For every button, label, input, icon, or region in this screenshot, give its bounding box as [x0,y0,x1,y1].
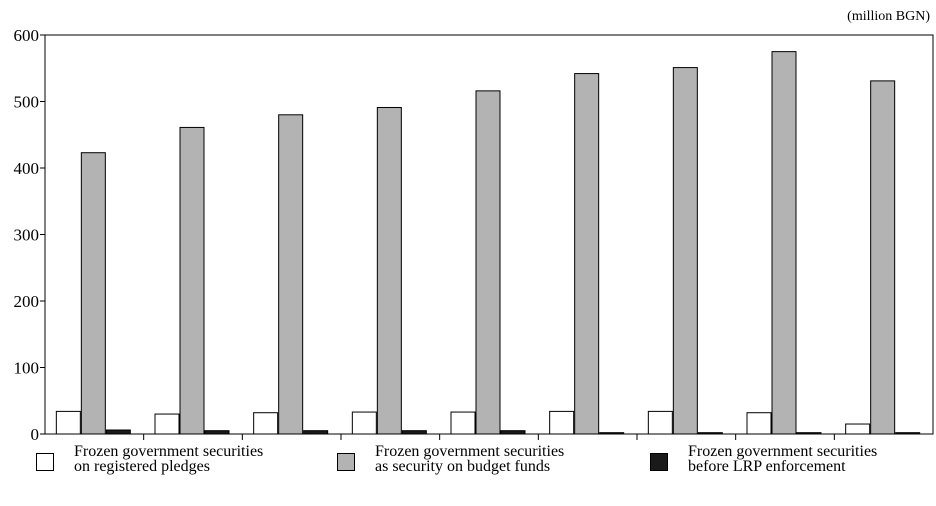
x-tick-label: 30.VI.2001 [660,443,713,444]
y-axis: 0 100 200 300 400 500 600 [14,26,45,444]
bar-series-1-0 [80,152,106,435]
legend-label-registered-pledges-line2: on registered pledges [74,458,210,475]
bar-series-0-7 [746,412,772,435]
bar-series-2-3 [401,430,427,435]
bar-series-2-8 [895,432,921,435]
bar-series-0-8 [845,423,871,435]
bar-series-2-1 [204,430,230,435]
legend-label-lrp-enforcement-line2: before LRP enforcement [688,458,846,475]
x-tick-label: 31.VII.2001 [757,443,813,444]
legend-swatch-registered-pledges [36,453,54,471]
legend: Frozen government securities on register… [0,444,936,504]
x-tick-label: 31.V.2001 [563,443,612,444]
legend-label-registered-pledges-line1: Frozen government securities [74,443,264,460]
bar-chart: (million BGN) 0 100 200 300 400 500 600 31.XII… [14,9,934,444]
x-tick-label: 31.I.2001 [170,443,216,444]
y-tick-label: 500 [14,93,40,112]
bar-series-0-6 [647,410,673,435]
x-tick-label: 31.VIII.2001 [854,443,913,444]
bar-series-2-7 [796,432,822,435]
y-tick-label: 0 [31,425,40,444]
bar-series-0-4 [450,411,476,435]
y-tick-label: 300 [14,226,40,245]
bar-series-2-5 [599,432,625,435]
bar-series-2-6 [697,432,723,435]
bar-series-1-2 [278,114,304,435]
unit-label: (million BGN) [847,9,930,24]
legend-item-lrp-enforcement: Frozen government securities before LRP … [650,443,878,475]
bar-series-0-2 [253,412,279,435]
legend-swatch-budget-funds [337,453,355,471]
x-axis: 31.XII.2000 31.I.2001 28.II.2001 31.III.200… [66,434,913,444]
bar-series-1-6 [672,67,698,435]
bar-series-1-3 [376,106,402,435]
bar-series-1-7 [771,51,797,435]
bars [55,51,921,435]
legend-label-budget-funds-line1: Frozen government securities [375,443,565,460]
bar-series-1-5 [574,73,600,435]
legend-swatch-lrp-enforcement [650,453,668,471]
y-tick-label: 600 [14,26,40,45]
y-tick-label: 400 [14,159,40,178]
bar-series-2-2 [303,430,329,435]
y-tick-label: 100 [14,359,40,378]
bar-series-2-0 [105,429,131,435]
bar-series-2-4 [500,430,526,435]
x-tick-label: 30.IV.2001 [463,443,515,444]
legend-item-budget-funds: Frozen government securities as security… [337,443,565,475]
bar-series-0-0 [55,410,81,435]
bar-series-1-1 [179,126,205,435]
legend-label-lrp-enforcement-line1: Frozen government securities [688,443,878,460]
y-tick-label: 200 [14,292,40,311]
legend-label-budget-funds-line2: as security on budget funds [375,458,551,475]
legend-item-registered-pledges: Frozen government securities on register… [36,443,264,475]
bar-series-0-3 [351,411,377,435]
bar-series-1-4 [475,90,501,435]
bar-series-1-8 [870,80,896,435]
x-tick-label: 31.III.2001 [364,443,416,444]
bar-series-0-1 [154,413,180,435]
x-tick-label: 31.XII.2000 [66,443,122,444]
bar-series-0-5 [549,410,575,435]
x-tick-label: 28.II.2001 [267,443,316,444]
